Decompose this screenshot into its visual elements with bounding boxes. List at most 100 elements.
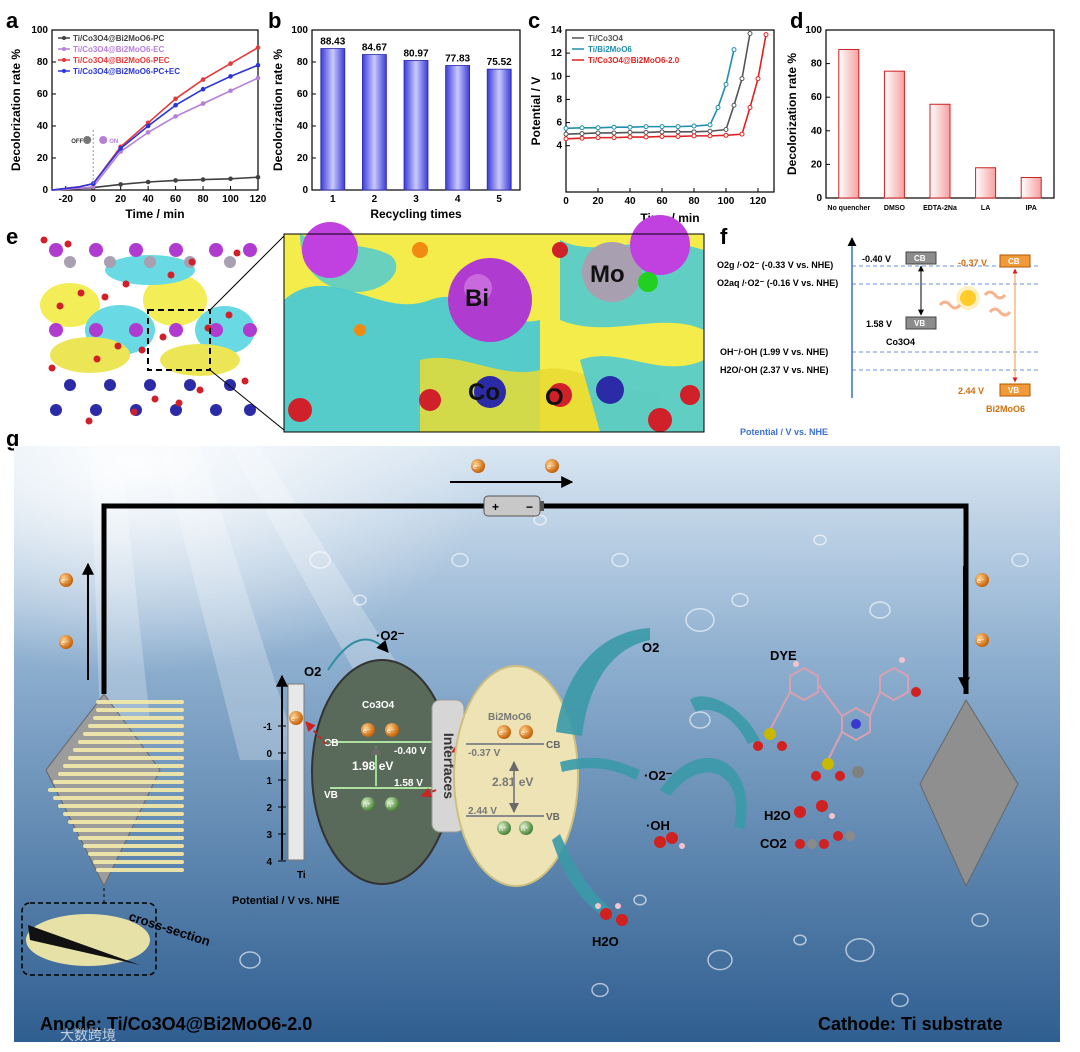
- legend-entry: Ti/Co3O4@Bi2MoO6-PEC: [73, 56, 170, 65]
- nanorod: [83, 844, 184, 848]
- data-label: 80.97: [403, 48, 428, 59]
- bi-electron-2: e⁻: [519, 725, 533, 739]
- data-point: [747, 105, 753, 111]
- nanorod: [68, 820, 184, 824]
- data-point: [255, 62, 261, 68]
- bi-electron-1: e⁻: [497, 725, 511, 739]
- data-point: [627, 134, 633, 140]
- data-point: [563, 131, 569, 137]
- data-point: [200, 177, 206, 182]
- atom: [56, 302, 64, 310]
- level-o2g: O2g /·O2⁻ (-0.33 V vs. NHE): [717, 260, 833, 270]
- battery-minus: −: [526, 500, 533, 514]
- legend-marker: [62, 47, 66, 51]
- svg-text:h⁺: h⁺: [387, 802, 395, 809]
- atom: [89, 323, 103, 337]
- cathode-electrode: [919, 699, 1019, 888]
- y-tick-label: 20: [297, 153, 309, 164]
- data-point: [579, 125, 585, 131]
- data-point: [228, 61, 233, 66]
- nanorod: [88, 724, 184, 728]
- panel-label-a: a: [6, 8, 19, 33]
- data-point: [715, 105, 721, 111]
- svg-text:e⁻: e⁻: [387, 728, 395, 735]
- x-tick-label: 3: [413, 194, 419, 205]
- bar-1: [838, 48, 860, 199]
- y-tick-label: 40: [811, 126, 823, 137]
- data-point: [579, 131, 585, 137]
- y-tick-label: 6: [556, 118, 562, 129]
- x-tick-label: DMSO: [884, 205, 906, 212]
- bi-name: Bi2MoO6: [986, 404, 1025, 414]
- bubble: [239, 951, 261, 969]
- atom: [184, 379, 196, 391]
- data-point: [173, 96, 178, 102]
- h2o-molecule-bottom: [595, 903, 628, 926]
- y-tick-label: 0: [42, 185, 48, 196]
- data-point: [707, 133, 713, 139]
- data-point: [675, 124, 681, 130]
- y-tick-label: 40: [297, 121, 309, 132]
- atom: [224, 256, 236, 268]
- bubble: [611, 552, 629, 568]
- panel-label-c: c: [528, 8, 540, 33]
- off-label: OFF: [71, 139, 83, 145]
- data-point: [675, 129, 681, 135]
- atom: [169, 243, 183, 257]
- data-point: [707, 128, 713, 134]
- bi-vb-value: 2.44 V: [958, 386, 984, 396]
- data-point: [659, 124, 665, 130]
- bubble: [353, 594, 367, 606]
- x-tick-label: 80: [198, 194, 210, 205]
- x-tick-label: 1: [330, 194, 336, 205]
- data-point: [563, 125, 569, 131]
- panel-label-d: d: [790, 8, 803, 33]
- nanorod: [83, 732, 184, 736]
- y-tick-label: 80: [811, 59, 823, 70]
- data-point: [723, 127, 729, 133]
- data-point: [579, 135, 585, 141]
- atom: [49, 323, 63, 337]
- co-vb-volt: 1.58 V: [394, 778, 423, 789]
- x-tick-label: -20: [59, 194, 74, 205]
- co-cb-text: CB: [324, 738, 338, 749]
- co-cb-box: [905, 251, 937, 265]
- atom: [138, 346, 146, 354]
- bar-5: [486, 68, 512, 191]
- legend-entry: Ti/Co3O4: [588, 34, 624, 43]
- data-label: 77.83: [445, 53, 470, 64]
- legend-entry: Ti/Co3O4@Bi2MoO6-PC: [73, 34, 164, 43]
- bi-vb-volt: 2.44 V: [468, 806, 497, 817]
- panel-label-f: f: [720, 224, 728, 249]
- y-tick-label: 60: [297, 89, 309, 100]
- data-point: [118, 146, 123, 151]
- nanorod: [73, 828, 184, 832]
- x-tick-label: 60: [656, 196, 668, 207]
- y-tick-label: 40: [37, 121, 49, 132]
- bubble: [813, 534, 827, 546]
- svg-text:e⁻: e⁻: [473, 464, 481, 471]
- bubble: [707, 949, 733, 971]
- data-point: [173, 114, 178, 119]
- bi-cb-volt: -0.37 V: [468, 748, 501, 759]
- g-tick-label: 4: [266, 857, 272, 868]
- y-tick-label: 10: [551, 71, 563, 82]
- x-tick-label: 80: [688, 196, 700, 207]
- atom: [129, 243, 143, 257]
- nanorod: [53, 780, 184, 784]
- nanorod: [96, 708, 184, 712]
- label-o: O: [545, 384, 564, 411]
- atom: [210, 404, 222, 416]
- x-tick-label: 120: [250, 194, 267, 205]
- dye-label: DYE: [770, 648, 797, 663]
- bubble: [971, 912, 989, 928]
- data-point: [627, 129, 633, 135]
- bar-5: [1020, 177, 1042, 199]
- data-point: [611, 130, 617, 136]
- nanorod: [78, 740, 184, 744]
- data-point: [118, 182, 123, 187]
- bi-cb-value: -0.37 V: [958, 258, 987, 268]
- nanorod: [48, 788, 184, 792]
